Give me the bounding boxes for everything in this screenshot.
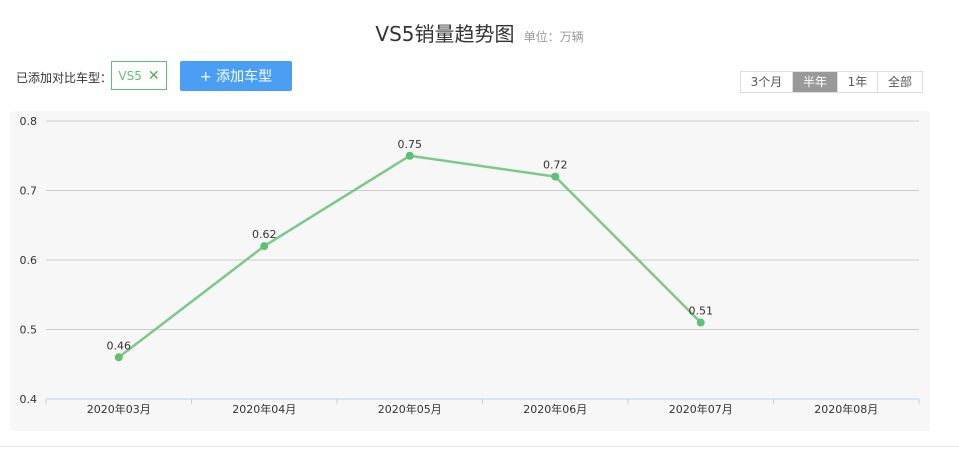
data-point — [696, 318, 705, 327]
x-tick-label: 2020年07月 — [669, 402, 733, 416]
data-point — [260, 242, 269, 251]
data-point — [405, 151, 414, 160]
series-line — [117, 154, 702, 359]
data-labels: 0.46 0.62 0.75 0.72 0.51 — [107, 138, 714, 353]
y-tick-label: 0.5 — [20, 324, 38, 337]
grid-lines — [46, 120, 919, 330]
range-half-year[interactable]: 半年 — [793, 72, 838, 92]
data-point — [114, 353, 123, 362]
x-tick-label: 2020年05月 — [378, 402, 442, 416]
data-label: 0.75 — [398, 138, 423, 151]
chart-title: VS5销量趋势图 单位：万辆 — [0, 18, 959, 47]
add-model-button[interactable]: + 添加车型 — [180, 61, 292, 91]
x-tick-label: 2020年08月 — [814, 402, 878, 416]
compare-label: 已添加对比车型： — [16, 71, 113, 85]
y-tick-label: 0.4 — [20, 393, 38, 406]
data-label: 0.46 — [107, 339, 132, 352]
data-label: 0.72 — [543, 159, 568, 172]
y-tick-label: 0.7 — [20, 185, 38, 198]
y-tick-label: 0.8 — [20, 115, 38, 128]
close-icon[interactable]: ✕ — [147, 67, 160, 84]
x-tick-label: 2020年04月 — [232, 402, 296, 416]
model-tag-label: VS5 — [118, 68, 142, 83]
range-3-months[interactable]: 3个月 — [741, 72, 793, 92]
series-layer — [114, 151, 705, 362]
divider — [0, 446, 959, 447]
time-range-selector: 3个月 半年 1年 全部 — [740, 71, 923, 93]
y-axis-ticks: 0.4 0.5 0.6 0.7 0.8 — [20, 115, 38, 406]
x-tick-label: 2020年03月 — [87, 402, 151, 416]
unit-label: 单位：万辆 — [523, 30, 584, 44]
data-label: 0.62 — [252, 228, 277, 241]
range-all[interactable]: 全部 — [878, 72, 922, 92]
data-point — [551, 172, 560, 181]
range-1-year[interactable]: 1年 — [838, 72, 878, 92]
page-title: VS5销量趋势图 — [375, 22, 515, 46]
x-tick-label: 2020年06月 — [523, 402, 587, 416]
model-tag-vs5[interactable]: VS5 ✕ — [111, 61, 167, 90]
x-axis: 2020年03月 2020年04月 2020年05月 2020年06月 2020年07月… — [45, 398, 920, 416]
data-label: 0.51 — [689, 305, 714, 318]
y-tick-label: 0.6 — [20, 254, 38, 267]
